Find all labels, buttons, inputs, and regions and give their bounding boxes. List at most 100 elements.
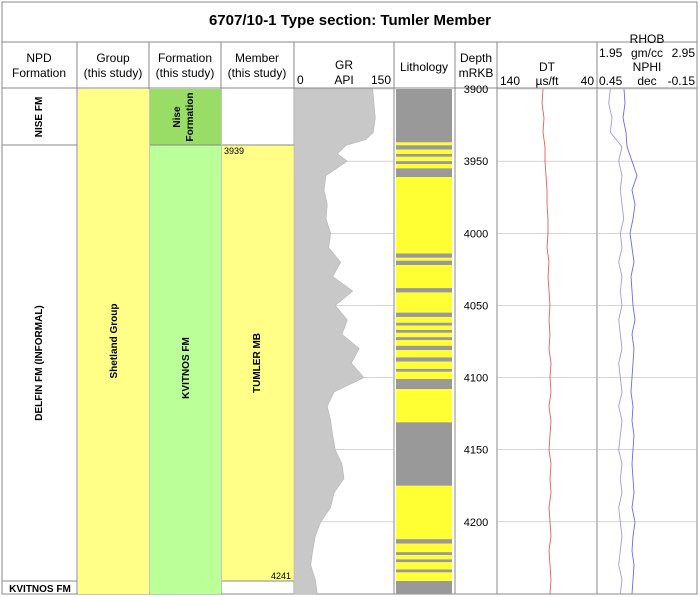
lithology-interval-shale <box>396 145 452 150</box>
lithology-interval-sandstone <box>396 292 452 313</box>
member-zone-label: TUMLER MB <box>252 333 263 393</box>
header-gr-min: 0 <box>297 73 304 87</box>
depth-tick-label: 4050 <box>464 300 488 312</box>
lithology-interval-sandstone <box>396 371 452 380</box>
lithology-interval-shale <box>396 260 452 266</box>
header-nphi-min: 0.45 <box>599 74 623 88</box>
lithology-interval-shale <box>396 368 452 372</box>
header-rhob-name: RHOB <box>630 32 665 46</box>
header-formation-line1: Formation <box>158 51 212 65</box>
lithology-interval-sandstone <box>396 149 452 154</box>
lithology-interval-sandstone <box>396 361 452 369</box>
lithology-interval-shale <box>396 337 452 341</box>
depth-tick-label: 4000 <box>464 228 488 240</box>
lithology-interval-sandstone <box>396 325 452 330</box>
header-dt-max: 40 <box>581 74 595 88</box>
lithology-interval-shale <box>396 288 452 293</box>
npd-zone-kvitnos-label: KVITNOS FM <box>9 584 71 595</box>
chart-title: 6707/10-1 Type section: Tumler Member <box>209 12 491 29</box>
header-dt-min: 140 <box>500 74 520 88</box>
lithology-interval-sandstone <box>396 177 452 254</box>
formation-zone-nise <box>150 89 221 145</box>
header-formation-line2: (this study) <box>156 66 215 80</box>
dt-curve <box>541 88 552 595</box>
lithology-interval-shale <box>396 345 452 351</box>
lithology-interval-shale <box>396 552 452 556</box>
formation-zone-nise-label-line1: Nise <box>172 106 183 128</box>
header-nphi-name: NPHI <box>633 60 662 74</box>
npd-zone-nise-label: NISE FM <box>34 97 45 138</box>
lithology-track <box>396 89 452 594</box>
header-member-line2: (this study) <box>228 66 287 80</box>
lithology-interval-sandstone <box>396 164 452 169</box>
depth-tick-label: 4200 <box>464 517 488 529</box>
lithology-interval-shale <box>396 322 452 326</box>
header-depth-line2: mRKB <box>459 66 494 80</box>
lithology-interval-sandstone <box>396 316 452 323</box>
lithology-interval-sandstone <box>396 156 452 162</box>
header-npd-line1: NPD <box>26 51 52 65</box>
lithology-interval-sandstone <box>396 555 452 560</box>
lithology-interval-shale <box>396 379 452 390</box>
density-neutron-track <box>608 88 638 595</box>
formation-zone-kvitnos-label: KVITNOS FM <box>181 337 192 399</box>
header-rhob-max: 2.95 <box>672 46 696 60</box>
header-member-line1: Member <box>235 51 279 65</box>
gr-track <box>293 88 376 595</box>
lithology-interval-sandstone <box>396 572 452 582</box>
header-rhob-unit: gm/cc <box>631 46 663 60</box>
header-nphi-max: -0.15 <box>668 74 696 88</box>
lithology-interval-sandstone <box>396 485 452 540</box>
lithology-interval-sandstone <box>396 265 452 289</box>
depth-tick-label: 4100 <box>464 373 488 385</box>
header-group-line2: (this study) <box>84 66 143 80</box>
header-dt-name: DT <box>539 60 556 74</box>
lithology-interval-shale <box>396 422 452 486</box>
depth-tick-labels: 3900 3950 4000 4050 4100 4150 4200 <box>464 84 488 529</box>
header-gr-name: GR <box>335 58 353 72</box>
lithology-interval-sandstone <box>396 350 452 358</box>
lithology-interval-sandstone <box>396 257 452 261</box>
depth-tick-label: 3900 <box>464 84 488 96</box>
group-zone-label: Shetland Group <box>109 304 120 379</box>
lithology-interval-sandstone <box>396 332 452 338</box>
lithology-interval-shale <box>396 569 452 573</box>
lithology-interval-shale <box>396 539 452 544</box>
lithology-interval-shale <box>396 559 452 563</box>
lithology-interval-shale <box>396 312 452 317</box>
dt-track <box>541 88 552 595</box>
header-rhob-min: 1.95 <box>599 46 623 60</box>
member-zone-base-depth: 4241 <box>271 571 291 581</box>
lithology-interval-sandstone <box>396 340 452 346</box>
lithology-interval-sandstone <box>396 562 452 570</box>
formation-zone-nise-label-line2: Formation <box>185 93 196 142</box>
rhob-curve <box>622 88 638 595</box>
member-zone-top-depth: 3939 <box>224 146 244 156</box>
lithology-interval-shale <box>396 89 452 143</box>
lithology-interval-shale <box>396 168 452 178</box>
lithology-interval-shale <box>396 161 452 165</box>
header-lithology: Lithology <box>400 60 448 74</box>
lithology-interval-shale <box>396 153 452 157</box>
npd-zone-delfin-label: DELFIN FM (INFORMAL) <box>34 305 45 421</box>
header-dt-unit: µs/ft <box>536 74 560 88</box>
lithology-interval-shale <box>396 253 452 258</box>
member-zone <box>222 145 294 581</box>
depth-tick-label: 4150 <box>464 445 488 457</box>
header-npd-line2: Formation <box>12 66 66 80</box>
lithology-interval-shale <box>396 357 452 362</box>
group-zone <box>78 89 149 594</box>
header-depth-line1: Depth <box>460 51 492 65</box>
lithology-interval-shale <box>396 581 452 594</box>
gr-curve <box>293 88 376 595</box>
depth-tick-label: 3950 <box>464 156 488 168</box>
lithology-interval-sandstone <box>396 389 452 423</box>
header-gr-unit: API <box>334 73 353 87</box>
nphi-curve <box>608 88 625 595</box>
header-group-line1: Group <box>96 51 130 65</box>
lithology-interval-sandstone <box>396 142 452 146</box>
lithology-interval-sandstone <box>396 543 452 553</box>
lithology-interval-shale <box>396 329 452 333</box>
header-gr-max: 150 <box>371 73 391 87</box>
